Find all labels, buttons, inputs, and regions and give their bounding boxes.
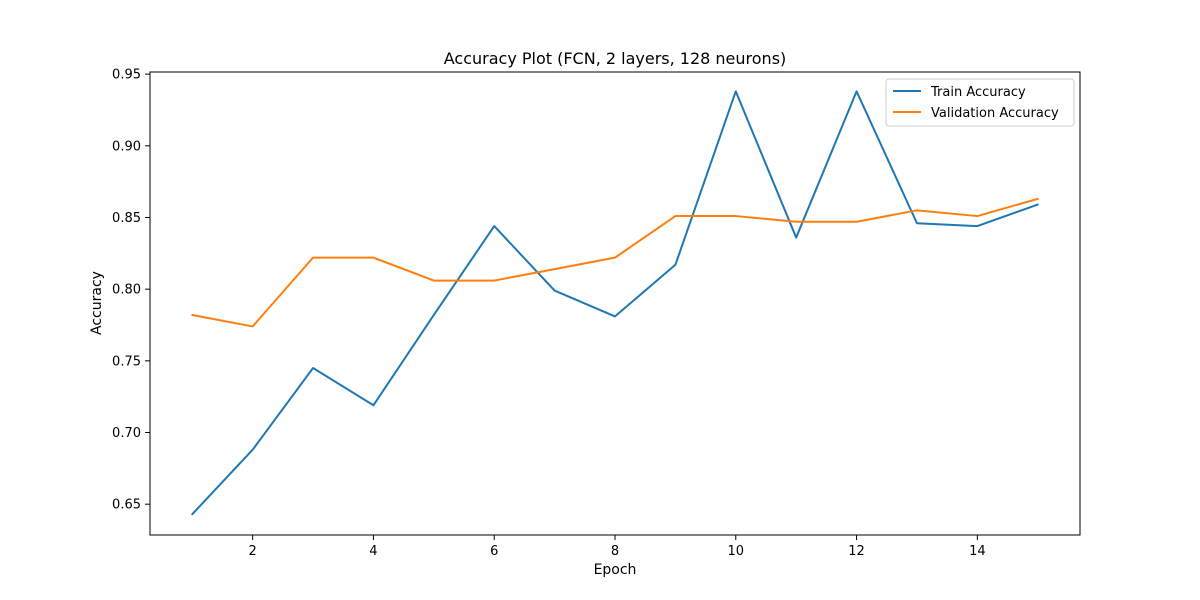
legend-label: Validation Accuracy	[931, 106, 1059, 121]
x-tick-label: 2	[249, 544, 257, 559]
legend-label: Train Accuracy	[930, 85, 1026, 100]
x-axis: 2 4 6 8 10 12 14	[249, 535, 986, 559]
x-tick-label: 14	[969, 544, 986, 559]
y-axis-title: Accuracy	[89, 271, 105, 335]
legend: Train Accuracy Validation Accuracy	[885, 78, 1075, 127]
x-tick-label: 4	[369, 544, 377, 559]
plot-area	[150, 72, 1080, 535]
x-tick-label: 6	[490, 544, 498, 559]
x-tick-label: 12	[848, 544, 865, 559]
x-tick-label: 10	[728, 544, 745, 559]
chart-title: Accuracy Plot (FCN, 2 layers, 128 neuron…	[444, 49, 787, 68]
series-line-train-accuracy	[191, 90, 1039, 516]
y-tick-label: 0.90	[112, 139, 141, 154]
x-axis-title: Epoch	[594, 562, 637, 578]
y-tick-label: 0.95	[112, 68, 141, 83]
y-tick-label: 0.70	[112, 426, 141, 441]
y-axis: 0.65 0.70 0.75 0.80 0.85 0.90 0.95	[112, 68, 150, 513]
x-tick-label: 8	[611, 544, 619, 559]
y-tick-label: 0.80	[112, 283, 141, 298]
y-tick-label: 0.75	[112, 354, 141, 369]
series-layer	[191, 90, 1039, 516]
plot-background	[150, 72, 1080, 535]
series-line-validation-accuracy	[191, 197, 1039, 328]
y-tick-label: 0.65	[112, 498, 141, 513]
y-tick-label: 0.85	[112, 211, 141, 226]
legend-box	[885, 78, 1075, 127]
